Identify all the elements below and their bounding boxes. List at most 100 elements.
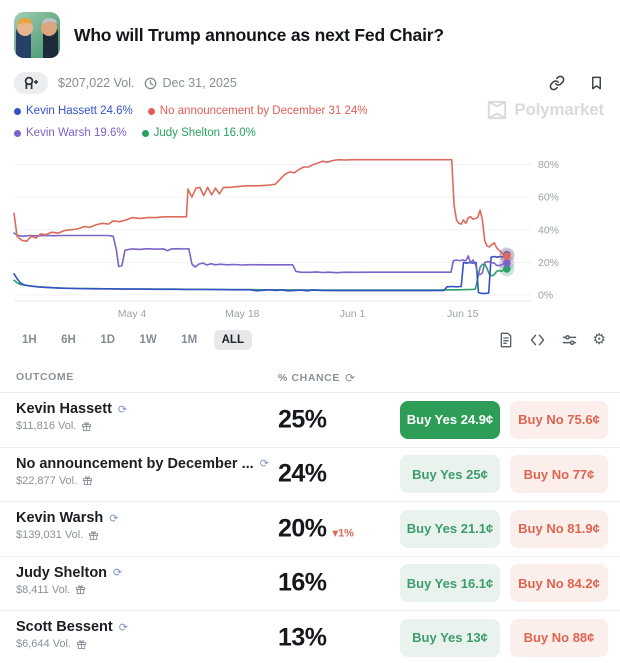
outcome-name: Kevin Warsh — [16, 510, 104, 526]
legend-item: Kevin Warsh 19.6% — [14, 124, 127, 143]
buy-no-button[interactable]: Buy No 77¢ — [510, 455, 608, 494]
chart-legend: Kevin Hassett 24.6% No announcement by D… — [14, 102, 484, 143]
timeframe-button[interactable]: 1W — [131, 330, 164, 350]
chance-value: 24% — [278, 459, 327, 488]
buy-yes-button[interactable]: Buy Yes 16.1¢ — [400, 564, 500, 603]
timeframe-group: 1H 6H 1D 1W 1M ALL — [14, 330, 256, 350]
gift-icon — [76, 639, 87, 649]
settings-button[interactable]: ⚙ — [593, 332, 606, 348]
outcome-volume: $6,644 Vol. — [16, 638, 72, 650]
document-icon — [500, 332, 511, 348]
news-button[interactable] — [498, 332, 514, 348]
chance-cell: 16% — [278, 569, 327, 598]
outcome-row: Scott Bessent ⟳ $6,644 Vol. 13% Buy Yes … — [0, 611, 620, 663]
outcome-row: Judy Shelton ⟳ $8,411 Vol. 16% Buy Yes 1… — [0, 557, 620, 611]
svg-text:Jun 15: Jun 15 — [447, 308, 479, 320]
legend-dot-icon — [141, 130, 149, 137]
refresh-icon[interactable]: ⟳ — [109, 512, 119, 525]
outcome-cell: Kevin Warsh ⟳ $139,031 Vol. — [16, 510, 119, 541]
outcome-row: No announcement by December ... ⟳ $22,87… — [0, 448, 620, 502]
buy-no-button[interactable]: Buy No 75.6¢ — [510, 400, 608, 439]
buy-no-button[interactable]: Buy No 81.9¢ — [510, 509, 608, 548]
chance-cell: 25% — [278, 405, 327, 434]
outcome-cell: Judy Shelton ⟳ $8,411 Vol. — [16, 565, 122, 596]
buy-yes-button[interactable]: Buy Yes 24.9¢ — [400, 400, 500, 439]
legend-label: Kevin Hassett 24.6% — [26, 105, 133, 117]
price-chart[interactable]: 0% 20% 40% 60% 80% May 4 May 18 Jun 1 Jun 15 — [0, 145, 620, 325]
rewards-icon — [24, 76, 38, 89]
outcome-name: No announcement by December ... — [16, 455, 254, 472]
chance-header-label: % CHANCE — [278, 372, 340, 384]
avatar-image — [14, 12, 60, 58]
outcome-cell: Kevin Hassett ⟳ $11,816 Vol. — [16, 401, 127, 432]
bookmark-button[interactable] — [587, 73, 606, 93]
refresh-icon[interactable]: ⟳ — [259, 458, 269, 470]
gift-icon — [76, 585, 86, 595]
copy-link-button[interactable] — [547, 73, 567, 93]
chart-controls: 1H 6H 1D 1W 1M ALL ⚙ — [0, 325, 620, 355]
cycle-icon[interactable]: ⟳ — [344, 371, 356, 385]
timeframe-button[interactable]: 1D — [92, 330, 123, 350]
legend-dot-icon — [14, 130, 21, 137]
link-icon — [549, 75, 565, 91]
svg-text:0%: 0% — [538, 290, 553, 302]
bookmark-icon — [592, 76, 601, 90]
gift-icon — [89, 530, 99, 540]
buy-yes-button[interactable]: Buy Yes 13¢ — [400, 618, 500, 657]
buy-no-button[interactable]: Buy No 84.2¢ — [510, 564, 608, 603]
rewards-button[interactable] — [14, 72, 48, 94]
polymarket-logo-icon — [488, 100, 507, 120]
chance-cell: 24% — [278, 460, 327, 489]
timeframe-button[interactable]: 1H — [14, 330, 45, 350]
timeframe-button[interactable]: 6H — [53, 330, 84, 350]
outcome-name: Judy Shelton — [16, 564, 108, 581]
refresh-icon[interactable]: ⟳ — [118, 621, 128, 634]
svg-text:May 18: May 18 — [225, 308, 260, 320]
legend-label: No announcement by December 31 24% — [159, 105, 368, 117]
outcome-volume: $22,877 Vol. — [16, 474, 78, 487]
chance-cell: 20% ▾1% — [278, 514, 354, 543]
legend-dot-icon — [147, 108, 155, 115]
buy-no-button[interactable]: Buy No 88¢ — [510, 618, 608, 657]
legend-label: Judy Shelton 16.0% — [153, 127, 256, 139]
svg-text:40%: 40% — [538, 224, 559, 236]
clock-icon — [145, 77, 157, 89]
legend-item: Kevin Hassett 24.6% — [14, 102, 133, 121]
chance-value: 13% — [278, 623, 327, 652]
outcome-name: Kevin Hassett — [16, 401, 112, 417]
gift-icon — [83, 476, 93, 486]
polymarket-watermark: Polymarket — [486, 100, 604, 120]
timeframe-button[interactable]: 1M — [173, 330, 205, 350]
legend-item: No announcement by December 31 24% — [147, 102, 368, 121]
legend-item: Judy Shelton 16.0% — [141, 124, 256, 143]
end-date-label: Dec 31, 2025 — [162, 76, 237, 90]
legend-label: Kevin Warsh 19.6% — [26, 127, 127, 139]
sliders-icon — [562, 334, 576, 346]
volume-label: $207,022 Vol. — [58, 76, 135, 90]
chart-tools: ⚙ — [498, 332, 606, 348]
polymarket-wordmark: Polymarket — [514, 100, 604, 119]
outcome-volume: $11,816 Vol. — [16, 420, 77, 432]
refresh-icon[interactable]: ⟳ — [117, 403, 128, 416]
buy-yes-button[interactable]: Buy Yes 21.1¢ — [400, 509, 500, 548]
filter-button[interactable] — [561, 332, 578, 348]
end-date: Dec 31, 2025 — [144, 76, 237, 90]
timeframe-button[interactable]: ALL — [213, 330, 252, 350]
refresh-icon[interactable]: ⟳ — [113, 567, 123, 579]
outcome-volume: $8,411 Vol. — [16, 583, 71, 596]
embed-button[interactable] — [529, 332, 546, 348]
chance-column-header: % CHANCE ⟳ — [278, 371, 356, 385]
code-icon — [530, 334, 544, 346]
chance-value: 25% — [278, 405, 327, 434]
event-avatar — [14, 12, 60, 58]
page-title: Who will Trump announce as next Fed Chai… — [74, 24, 444, 45]
outcome-row: Kevin Warsh ⟳ $139,031 Vol. 20% ▾1% Buy … — [0, 502, 620, 557]
svg-text:80%: 80% — [538, 159, 559, 171]
buy-yes-button[interactable]: Buy Yes 25¢ — [400, 455, 500, 494]
chance-change: ▾1% — [332, 527, 354, 540]
table-header: OUTCOME % CHANCE ⟳ — [0, 363, 620, 393]
svg-text:60%: 60% — [538, 192, 559, 204]
chance-cell: 13% — [278, 623, 327, 652]
chance-value: 16% — [278, 568, 327, 597]
svg-text:20%: 20% — [538, 257, 559, 269]
